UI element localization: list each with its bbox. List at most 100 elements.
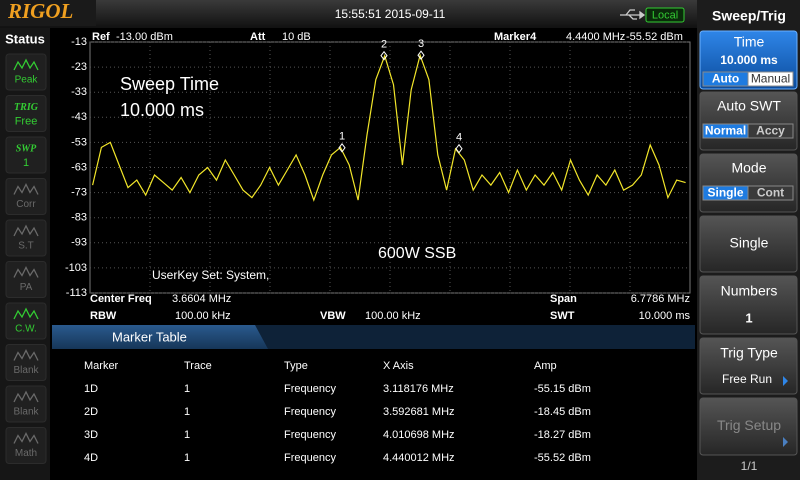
- softkey-option-box: [747, 71, 794, 87]
- table-cell: 1D: [84, 383, 98, 395]
- softkey-option: Accy: [756, 124, 785, 138]
- logo: RIGOL: [7, 0, 73, 23]
- marker-diamond: [455, 143, 463, 154]
- y-tick-label: -73: [71, 187, 87, 199]
- softkey-label: Trig Type: [720, 345, 778, 361]
- info-att: 10 dB: [282, 31, 311, 43]
- table-cell: Frequency: [284, 452, 336, 464]
- table-cell: -18.45 dBm: [534, 406, 591, 418]
- datetime: 15:55:51 2015-09-11: [335, 7, 446, 21]
- status-icon: [13, 58, 39, 71]
- softkey-label: Mode: [731, 160, 766, 176]
- remote-status: Local: [652, 9, 678, 21]
- table-cell: -18.27 dBm: [534, 429, 591, 441]
- table-cell: -55.15 dBm: [534, 383, 591, 395]
- table-cell: Frequency: [284, 429, 336, 441]
- table-cell: 1: [184, 406, 190, 418]
- status-label: PA: [20, 282, 33, 293]
- logo-box: [0, 0, 96, 26]
- softkey-label: Numbers: [721, 283, 778, 299]
- status-label: Corr: [16, 199, 36, 210]
- status-label: SWP: [16, 143, 37, 154]
- y-tick-label: -103: [65, 262, 87, 274]
- softkey-arrow: [783, 376, 788, 386]
- info-marker-amp: -55.52 dBm: [626, 31, 683, 43]
- annotation: Sweep Time: [120, 74, 219, 94]
- status-label: S.T: [18, 241, 34, 252]
- softkey-option-box: [747, 185, 794, 201]
- table-cell: 1: [184, 383, 190, 395]
- status-label: Peak: [15, 75, 39, 86]
- status-label: Blank: [13, 407, 39, 418]
- status-item-box: [5, 261, 47, 298]
- status-value: Free: [15, 115, 38, 127]
- softkey: [699, 397, 798, 456]
- table-cell: Frequency: [284, 383, 336, 395]
- y-tick-label: -93: [71, 237, 87, 249]
- info-rbw: 100.00 kHz: [175, 310, 231, 322]
- usb-icon: [620, 9, 646, 20]
- softkey-label: Time: [734, 34, 765, 50]
- info-span-label: Span: [550, 293, 577, 305]
- info-center-label: Center Freq: [90, 293, 152, 305]
- status-item-box: [5, 344, 47, 381]
- softkey-label: Trig Setup: [717, 417, 781, 433]
- status-label: TRIG: [14, 102, 39, 113]
- info-att-label: Att: [250, 31, 266, 43]
- table-cell: 4D: [84, 452, 98, 464]
- status-title: Status: [5, 31, 45, 46]
- y-tick-label: -83: [71, 212, 87, 224]
- status-item-box: [5, 53, 47, 91]
- marker-label: 1: [339, 131, 345, 143]
- status-label: Math: [15, 448, 37, 459]
- softkey-value: 1: [745, 310, 752, 325]
- softkey-arrow: [783, 437, 788, 447]
- y-tick-label: -23: [71, 61, 87, 73]
- softkey: [699, 337, 798, 395]
- status-item-box: [5, 302, 47, 340]
- status-item-box: [5, 385, 47, 423]
- info-ref: -13.00 dBm: [116, 31, 173, 43]
- table-cell: 3D: [84, 429, 98, 441]
- annotation: UserKey Set: System,: [152, 268, 269, 282]
- table-header: Amp: [534, 360, 557, 372]
- status-label: Blank: [13, 365, 39, 376]
- table-cell: 1: [184, 429, 190, 441]
- status-icon: [13, 349, 39, 361]
- status-item-box: [5, 136, 47, 174]
- marker-diamond: [338, 142, 346, 153]
- table-cell: 4.010698 MHz: [383, 429, 455, 441]
- marker-diamond: [417, 50, 425, 61]
- table-header: Marker: [84, 360, 119, 372]
- softkey-label: Single: [730, 235, 769, 251]
- status-icon: [13, 224, 39, 237]
- annotation: 10.000 ms: [120, 100, 204, 120]
- softkey: [699, 275, 798, 335]
- status-icon: [13, 390, 39, 403]
- table-cell: 3.118176 MHz: [383, 383, 454, 395]
- softkey-option: Normal: [705, 124, 746, 138]
- softkey-value: 10.000 ms: [720, 53, 778, 67]
- status-item-box: [5, 427, 47, 464]
- status-icon: [13, 183, 39, 195]
- info-center: 3.6604 MHz: [172, 293, 231, 305]
- status-icon: [13, 307, 39, 320]
- remote-box: [645, 7, 685, 23]
- info-marker-label: Marker4: [494, 31, 537, 43]
- softkey-value: Free Run: [722, 372, 772, 386]
- table-header: X Axis: [383, 360, 414, 372]
- info-vbw: 100.00 kHz: [365, 310, 421, 322]
- marker-table-title: Marker Table: [112, 329, 187, 344]
- table-cell: 1: [184, 452, 190, 464]
- softkey-label: Auto SWT: [717, 98, 781, 114]
- y-tick-label: -53: [71, 136, 87, 148]
- softkey-option: Auto: [712, 72, 739, 86]
- table-cell: 3.592681 MHz: [383, 406, 455, 418]
- table-cell: -55.52 dBm: [534, 452, 591, 464]
- table-header: Type: [284, 360, 308, 372]
- marker-table-tab: [52, 325, 268, 349]
- status-label: C.W.: [15, 324, 37, 335]
- info-rbw-label: RBW: [90, 310, 117, 322]
